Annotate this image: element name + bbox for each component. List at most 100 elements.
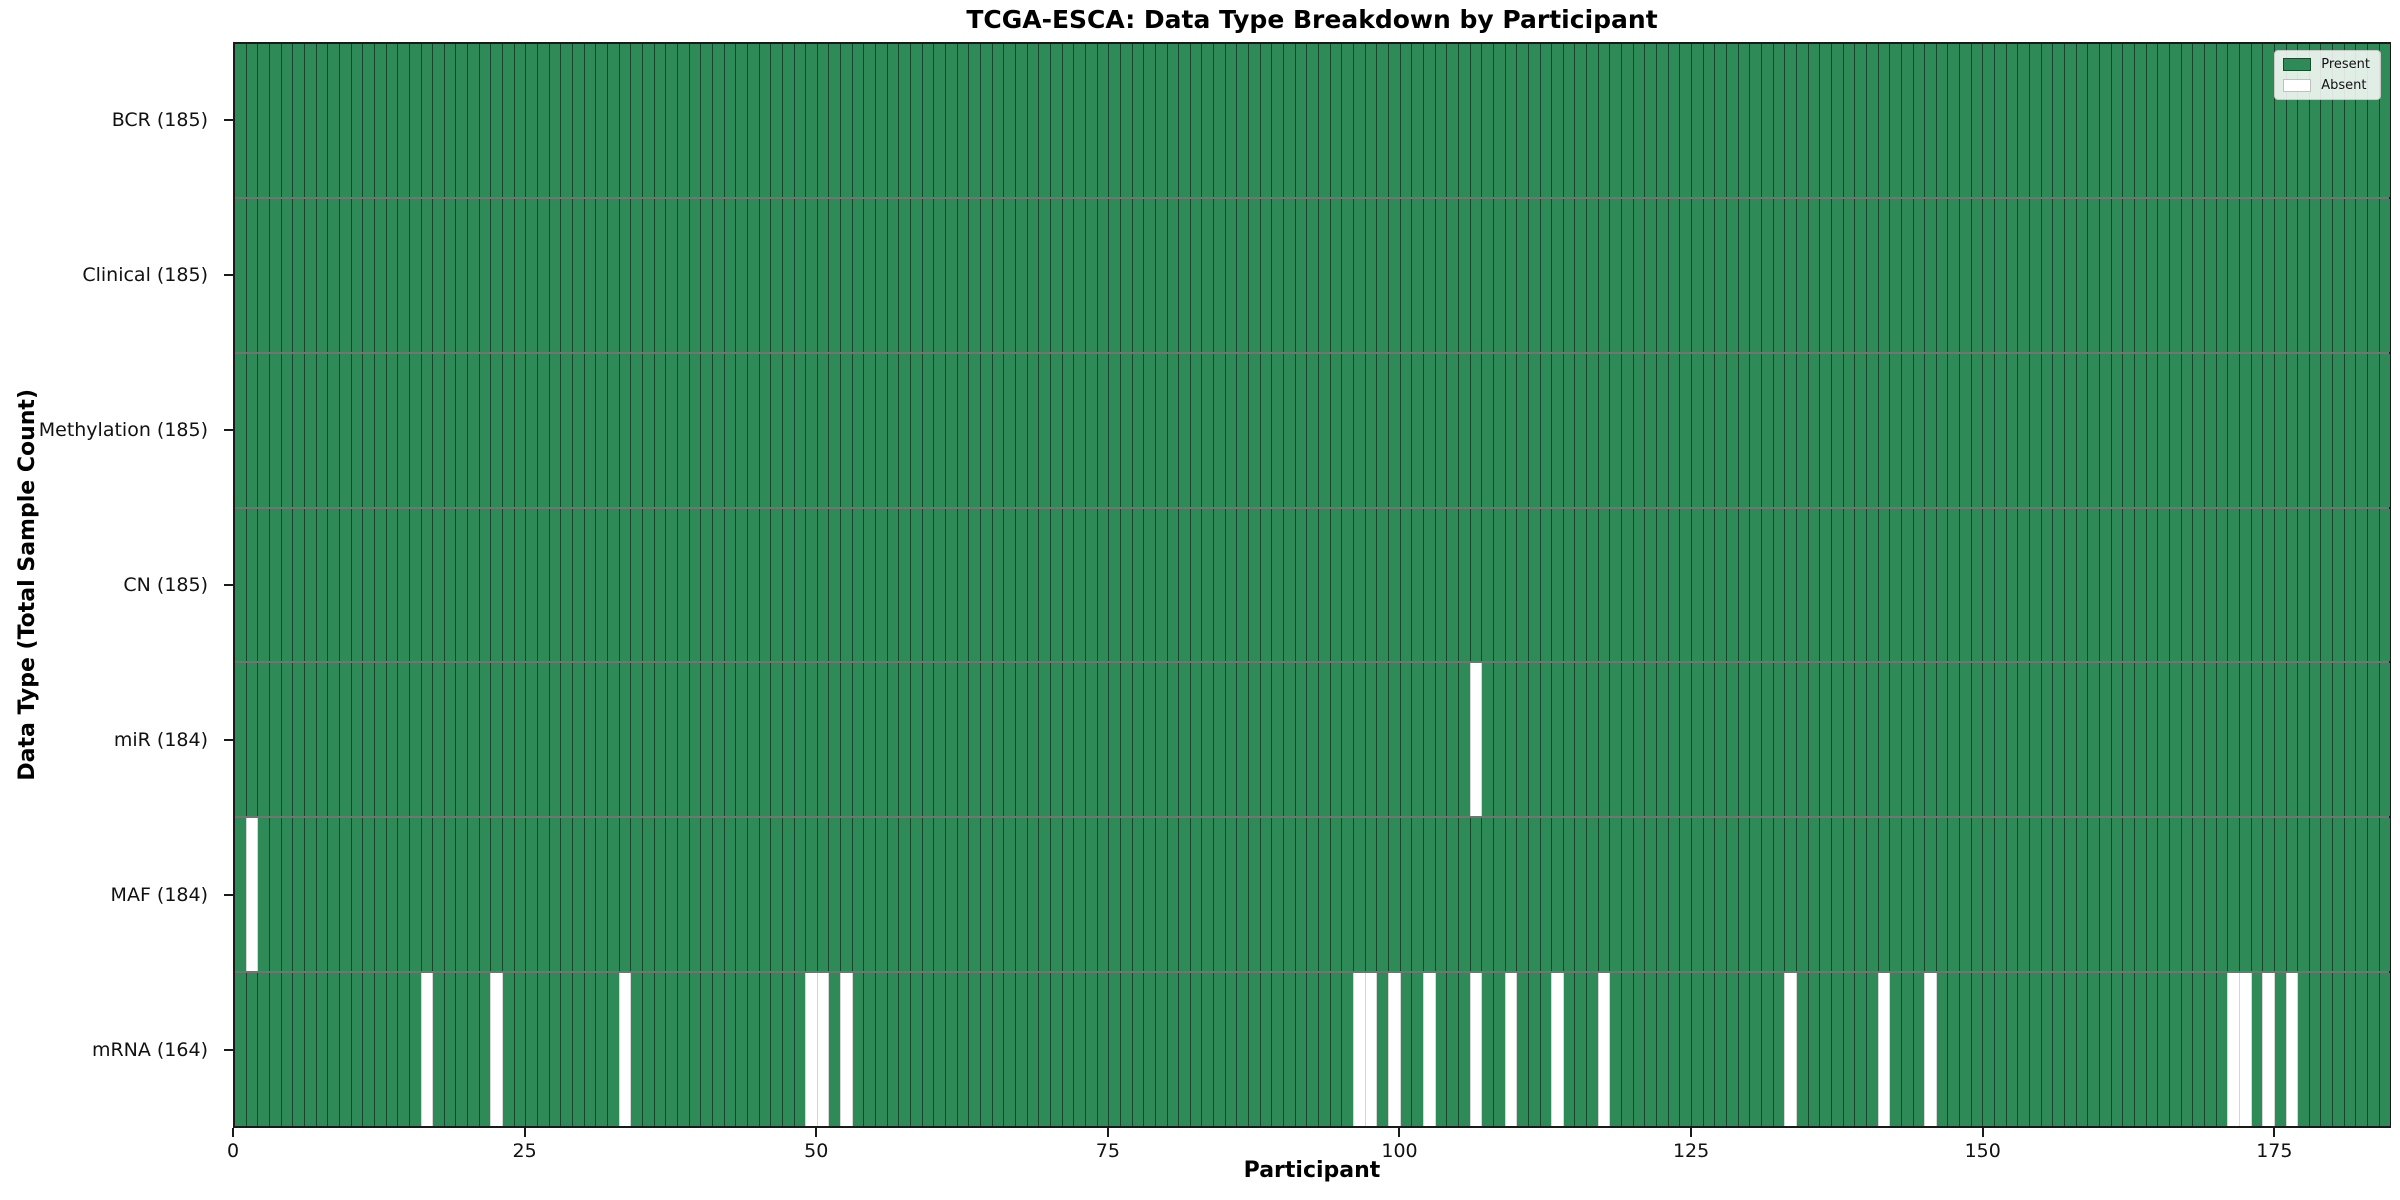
heatmap-cell xyxy=(1773,973,1786,1127)
heatmap-cell xyxy=(1587,663,1599,817)
heatmap-cell xyxy=(1458,353,1471,507)
heatmap-cell xyxy=(479,198,492,352)
heatmap-cell xyxy=(2286,818,2299,972)
heatmap-cell xyxy=(316,973,329,1127)
heatmap-cell xyxy=(1167,508,1180,662)
heatmap-cell xyxy=(1202,508,1215,662)
heatmap-cell xyxy=(2379,44,2391,197)
heatmap-cell xyxy=(1004,44,1016,197)
heatmap-cell xyxy=(1563,663,1576,817)
heatmap-cell xyxy=(2286,973,2299,1127)
heatmap-cell xyxy=(1249,198,1261,352)
heatmap-cell xyxy=(1528,508,1541,662)
heatmap-cell xyxy=(1913,44,1926,197)
heatmap-cell xyxy=(2158,353,2170,507)
heatmap-cell xyxy=(1109,198,1121,352)
heatmap-cell xyxy=(1202,353,1215,507)
heatmap-cell xyxy=(328,663,340,817)
heatmap-cell xyxy=(677,818,690,972)
heatmap-cell xyxy=(1505,663,1518,817)
heatmap-cell xyxy=(1120,198,1133,352)
heatmap-cell xyxy=(2239,198,2252,352)
heatmap-cell xyxy=(1388,353,1401,507)
heatmap-cell xyxy=(631,353,643,507)
heatmap-cell xyxy=(619,973,632,1127)
heatmap-cell xyxy=(1190,198,1203,352)
heatmap-cell xyxy=(806,508,818,662)
heatmap-cell xyxy=(1097,508,1110,662)
heatmap-cell xyxy=(363,353,375,507)
heatmap-cell xyxy=(316,198,329,352)
heatmap-cell xyxy=(619,663,632,817)
heatmap-cell xyxy=(468,973,480,1127)
heatmap-cell xyxy=(759,663,772,817)
heatmap-cell xyxy=(1715,508,1727,662)
heatmap-cell xyxy=(1517,353,1529,507)
heatmap-cell xyxy=(2088,818,2100,972)
heatmap-cell xyxy=(2286,663,2299,817)
heatmap-cell xyxy=(712,353,725,507)
heatmap-cell xyxy=(1074,973,1086,1127)
heatmap-cell xyxy=(1645,973,1658,1127)
heatmap-cell xyxy=(654,663,667,817)
heatmap-cell xyxy=(2216,44,2229,197)
heatmap-cell xyxy=(934,353,947,507)
heatmap-cell xyxy=(1540,198,1553,352)
heatmap-cell xyxy=(1272,508,1285,662)
heatmap-cell xyxy=(1936,198,1949,352)
heatmap-cell xyxy=(1761,508,1774,662)
heatmap-cell xyxy=(1039,818,1051,972)
y-tick-mark xyxy=(224,1049,233,1052)
heatmap-cell xyxy=(1050,198,1063,352)
heatmap-cell xyxy=(806,663,818,817)
heatmap-cell xyxy=(584,44,597,197)
heatmap-cell xyxy=(619,818,632,972)
heatmap-cell xyxy=(468,198,480,352)
heatmap-cell xyxy=(1179,44,1191,197)
heatmap-cell xyxy=(1901,818,1914,972)
heatmap-cell xyxy=(1423,353,1436,507)
heatmap-cell xyxy=(1388,663,1401,817)
heatmap-cell xyxy=(561,44,574,197)
heatmap-cell xyxy=(981,508,993,662)
heatmap-cell xyxy=(1447,508,1459,662)
heatmap-cell xyxy=(1738,198,1751,352)
heatmap-cell xyxy=(235,818,247,972)
heatmap-cell xyxy=(876,44,888,197)
legend-swatch-present xyxy=(2283,58,2312,71)
heatmap-cell xyxy=(1971,353,1984,507)
heatmap-cell xyxy=(1808,198,1821,352)
heatmap-cell xyxy=(1167,44,1180,197)
heatmap-cell xyxy=(433,663,445,817)
heatmap-cell xyxy=(1843,353,1856,507)
heatmap-cell xyxy=(1458,508,1471,662)
heatmap-cell xyxy=(1657,353,1669,507)
heatmap-cell xyxy=(2193,973,2205,1127)
heatmap-cell xyxy=(351,44,364,197)
heatmap-cell xyxy=(689,353,702,507)
heatmap-cell xyxy=(759,44,772,197)
heatmap-cell xyxy=(2379,508,2391,662)
heatmap-cell xyxy=(1878,973,1891,1127)
y-tick-mark xyxy=(224,584,233,586)
heatmap-cell xyxy=(386,663,399,817)
heatmap-cell xyxy=(642,198,655,352)
heatmap-cell xyxy=(1901,973,1914,1127)
heatmap-cell xyxy=(1050,973,1063,1127)
heatmap-cell xyxy=(817,353,830,507)
heatmap-cell xyxy=(503,973,515,1127)
heatmap-cell xyxy=(2030,198,2042,352)
heatmap-cell xyxy=(1587,44,1599,197)
heatmap-cell xyxy=(2216,353,2229,507)
heatmap-cell xyxy=(1796,353,1809,507)
heatmap-cell xyxy=(1365,663,1378,817)
heatmap-cell xyxy=(2344,508,2357,662)
y-axis-tick-marks xyxy=(224,42,233,1128)
heatmap-cell xyxy=(1948,973,1961,1127)
plot-area: Present Absent xyxy=(233,42,2391,1128)
heatmap-cell xyxy=(386,44,399,197)
heatmap-cell xyxy=(491,818,504,972)
heatmap-cell xyxy=(1435,353,1448,507)
heatmap-cell xyxy=(1097,818,1110,972)
heatmap-cell xyxy=(386,508,399,662)
